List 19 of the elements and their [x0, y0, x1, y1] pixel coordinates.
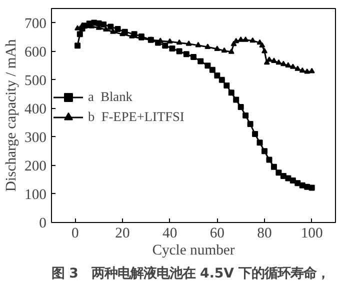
y-tick-label: 100 — [24, 186, 46, 203]
x-axis-title: Cycle number — [152, 242, 235, 258]
x-tick-label: 40 — [162, 226, 178, 242]
y-axis-title: Discharge capacity / mAh — [4, 38, 20, 192]
y-tick-label: 300 — [24, 130, 46, 146]
y-tick-label: 700 — [24, 16, 46, 32]
x-tick-label: 0 — [72, 226, 79, 242]
x-tick-label: 80 — [257, 226, 272, 242]
y-tick-label: 400 — [24, 101, 46, 118]
caption: 图 3 两种电解液电池在 4.5V 下的循环寿命， — [52, 266, 330, 282]
x-tick-label: 100 — [300, 226, 323, 242]
x-tick-label: 20 — [115, 226, 130, 242]
y-tick-label: 0 — [39, 216, 46, 232]
y-tick-label: 200 — [24, 158, 46, 174]
y-tick-label: 500 — [24, 72, 46, 89]
legend-label: a Blank — [88, 89, 132, 105]
y-tick-label: 600 — [24, 44, 46, 60]
x-tick-label: 60 — [210, 226, 224, 242]
legend-label: b F-EPE+LITFSI — [88, 109, 184, 125]
